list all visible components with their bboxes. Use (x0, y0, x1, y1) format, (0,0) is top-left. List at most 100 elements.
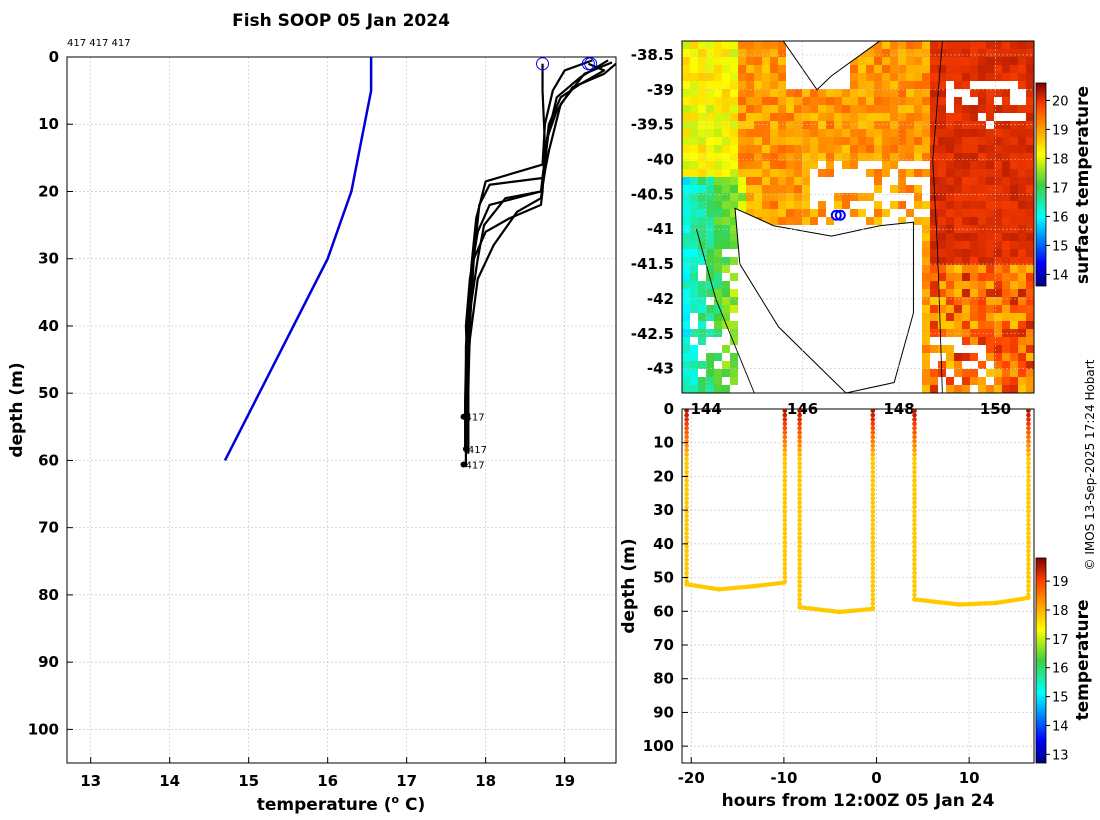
sst-cell (714, 49, 722, 57)
sst-cell (898, 57, 906, 65)
sst-cell (1002, 337, 1010, 345)
ts-cast-point (797, 601, 802, 606)
sst-cell (826, 137, 834, 145)
sst-cell (706, 113, 714, 121)
sst-cell (698, 65, 706, 73)
sst-cell (698, 57, 706, 65)
sst-cell (930, 73, 938, 81)
sst-cell (890, 81, 898, 89)
sst-cell (714, 153, 722, 161)
sst-cell (962, 281, 970, 289)
sst-cell (1002, 289, 1010, 297)
sst-cell (938, 257, 946, 265)
sst-cell (722, 289, 730, 297)
ts-xlabel: hours from 12:00Z 05 Jan 24 (722, 791, 995, 811)
sst-cell (986, 337, 994, 345)
sst-cell (898, 49, 906, 57)
sst-cell (698, 49, 706, 57)
sst-cell (1026, 337, 1034, 345)
sst-cell (754, 89, 762, 97)
sst-cell (874, 217, 882, 225)
sst-cell (930, 153, 938, 161)
sst-cell (714, 313, 722, 321)
sst-cell (690, 353, 698, 361)
sst-cell (1026, 57, 1034, 65)
sst-cell (986, 281, 994, 289)
sst-cell (914, 201, 922, 209)
sst-cell (754, 41, 762, 49)
sst-cell (978, 153, 986, 161)
ts-cast-point (870, 531, 876, 536)
sst-cell (938, 209, 946, 217)
sst-cell (762, 65, 770, 73)
sst-cell (714, 145, 722, 153)
sst-cell (754, 145, 762, 153)
sst-cell (682, 41, 690, 49)
sst-cell (890, 201, 898, 209)
sst-cell (818, 121, 826, 129)
sst-cell (698, 41, 706, 49)
ts-cast-point (797, 443, 802, 449)
ts-cast-point (912, 557, 917, 563)
sst-cell (906, 169, 914, 177)
sst-cell (882, 153, 890, 161)
sst-cell (986, 177, 994, 185)
ts-cast-point (912, 522, 917, 527)
sst-cell (954, 297, 962, 305)
sst-cell (698, 185, 706, 193)
sst-cell (850, 73, 858, 81)
sst-cell (914, 145, 922, 153)
sst-cell (954, 129, 962, 137)
sst-cell (962, 193, 970, 201)
sst-cell (898, 153, 906, 161)
sst-cell (906, 153, 914, 161)
sst-cell (898, 177, 906, 185)
ts-cast-point (912, 544, 917, 549)
sst-cell (946, 65, 954, 73)
ts-cast-point (684, 430, 689, 435)
sst-cell (978, 65, 986, 73)
sst-cell (802, 137, 810, 145)
sst-cell (874, 41, 882, 49)
sst-cell (866, 153, 874, 161)
sst-cell (970, 177, 978, 185)
ts-cast-point (912, 531, 917, 536)
sst-cell (994, 177, 1002, 185)
sst-cell (1010, 129, 1018, 137)
sst-cell (802, 121, 810, 129)
sst-cell (898, 201, 906, 209)
sst-cell (802, 193, 810, 201)
ts-cast-point (782, 447, 788, 453)
sst-cell (946, 345, 954, 353)
sst-cell (922, 129, 930, 137)
sst-cell (1026, 105, 1034, 113)
sst-cell (1026, 161, 1034, 169)
sst-cell (986, 105, 994, 113)
ts-cast-point (782, 522, 788, 527)
sst-cell (930, 321, 938, 329)
map-frame (681, 40, 1035, 394)
sst-cell (922, 305, 930, 313)
sst-cell (986, 241, 994, 249)
sst-cell (786, 105, 794, 113)
profile-end-label: 417 (466, 413, 485, 424)
ts-cast-point (870, 526, 876, 532)
sst-cell (994, 169, 1002, 177)
sst-cell (938, 65, 946, 73)
sst-cell (730, 41, 738, 49)
sst-cell (986, 321, 994, 329)
sst-cell (1026, 73, 1034, 81)
sst-cell (778, 73, 786, 81)
sst-cell (810, 105, 818, 113)
sst-cell (1018, 257, 1026, 265)
sst-cell (850, 57, 858, 65)
sst-cell (730, 329, 738, 337)
sst-cell (930, 41, 938, 49)
sst-cell (1002, 265, 1010, 273)
sst-cell (722, 49, 730, 57)
sst-cell (714, 121, 722, 129)
map-ytick-label: -43 (647, 360, 674, 378)
sst-cell (842, 97, 850, 105)
sst-cell (722, 41, 730, 49)
climatology-line (223, 57, 373, 461)
